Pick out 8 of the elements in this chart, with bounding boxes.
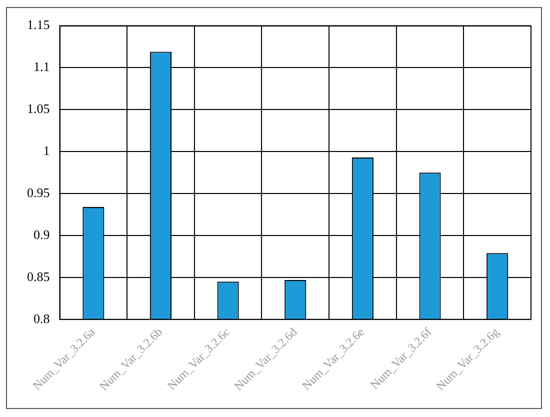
- y-tick-label: 1: [43, 143, 50, 158]
- y-tick-label: 1.05: [27, 101, 50, 116]
- y-tick-label: 1.15: [27, 17, 50, 32]
- y-tick-label: 0.95: [27, 184, 50, 200]
- y-tick-label: 1.1: [34, 59, 50, 74]
- y-tick-label: 0.85: [27, 268, 50, 284]
- y-tick-label: 0.9: [34, 226, 50, 242]
- y-tick-label: 0.8: [34, 310, 50, 326]
